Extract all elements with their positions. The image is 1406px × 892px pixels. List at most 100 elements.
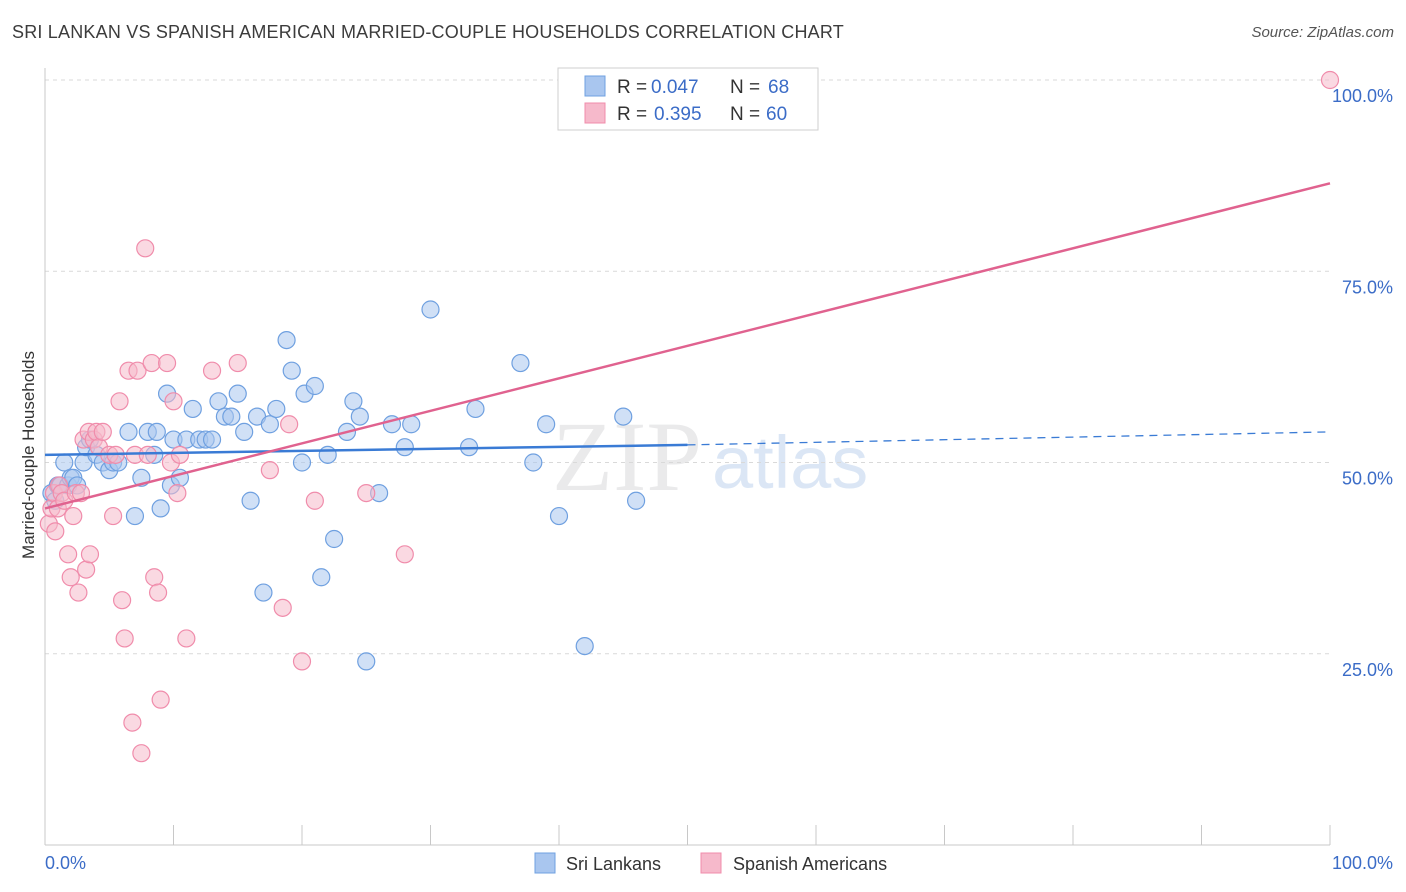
spanish-american-point-41 <box>164 392 183 411</box>
sri-lankan-point-17 <box>119 422 138 441</box>
legend-top-r-value-2: 0.395 <box>654 104 702 125</box>
legend-top-n-label-1: N = <box>730 77 760 98</box>
legend-top-r-label-1: R = <box>617 77 647 98</box>
spanish-american-point-47 <box>260 461 279 480</box>
x-tick-label-1: 100.0% <box>1332 853 1393 873</box>
legend-top-n-value-2: 60 <box>766 104 787 125</box>
spanish-american-point-21 <box>93 422 112 441</box>
spanish-american-point-32 <box>132 744 151 763</box>
sri-lankan-point-44 <box>282 361 301 380</box>
spanish-american-point-17 <box>80 545 100 564</box>
trend-lines <box>44 182 1331 510</box>
spanish-american-point-8 <box>59 545 78 564</box>
sri-lankan-point-59 <box>421 300 440 319</box>
axes <box>44 68 1331 846</box>
y-tick-label-1: 50.0% <box>1342 469 1393 489</box>
sri-lankan-point-45 <box>292 453 312 472</box>
spanish-american-point-27 <box>115 629 134 648</box>
spanish-american-point-10 <box>64 506 83 526</box>
sri-lankan-point-36 <box>228 384 247 403</box>
spanish-american-point-38 <box>151 690 170 709</box>
spanish-american-point-54 <box>1320 70 1340 90</box>
sri-lankan-point-42 <box>267 399 286 419</box>
legend-top-n-label-2: N = <box>730 104 760 125</box>
spanish-american-point-26 <box>112 591 132 610</box>
spanish-american-point-33 <box>136 239 155 258</box>
y-axis-label: Married-couple Households <box>19 351 38 559</box>
legend-bottom-swatch-pink <box>700 852 722 874</box>
spanish-american-point-29 <box>123 713 142 732</box>
sri-lankan-point-43 <box>277 331 296 350</box>
spanish-american-point-50 <box>292 652 312 671</box>
sri-lankan-point-47 <box>305 376 324 396</box>
sri-lankan-point-40 <box>254 583 273 602</box>
sri-lankan-point-57 <box>395 438 414 457</box>
chart-title: SRI LANKAN VS SPANISH AMERICAN MARRIED-C… <box>12 22 844 42</box>
legend-bottom-label-1: Sri Lankans <box>566 854 661 874</box>
sri-lankan-point-37 <box>235 422 254 441</box>
sri-lankan-point-33 <box>209 392 228 411</box>
spanish-american-point-3 <box>46 522 65 541</box>
spanish-american-point-9 <box>61 568 80 587</box>
sri-lankan-point-61 <box>466 399 485 419</box>
sri-lankan-point-65 <box>549 506 569 526</box>
spanish-american-point-52 <box>357 484 376 503</box>
spanish-american-point-45 <box>202 361 222 380</box>
spanish-american-point-35 <box>142 353 161 373</box>
sri-lankan-point-53 <box>350 407 369 426</box>
sri-lankan-point-64 <box>537 415 556 434</box>
spanish-american-point-12 <box>69 583 88 602</box>
sri-lankan-point-4 <box>55 453 74 472</box>
sri-lankan-point-67 <box>614 407 633 426</box>
sri-lankan-point-68 <box>626 491 646 510</box>
trend-line-spanish-americans <box>44 182 1331 510</box>
y-tick-label-2: 75.0% <box>1342 277 1393 297</box>
spanish-american-point-37 <box>148 583 168 602</box>
spanish-american-point-51 <box>305 491 324 510</box>
sri-lankan-point-54 <box>357 652 376 671</box>
spanish-american-point-23 <box>104 506 123 526</box>
legend-top-r-value-1: 0.047 <box>651 77 699 98</box>
sri-lankan-point-49 <box>318 445 337 464</box>
spanish-american-point-34 <box>138 445 157 464</box>
spanish-american-point-48 <box>273 598 292 617</box>
legend-top: R = 0.047 N = 68 R = 0.395 N = 60 <box>557 67 819 131</box>
legend-bottom-label-2: Spanish Americans <box>733 854 887 874</box>
trend-line-sri-lankans <box>44 443 688 457</box>
legend-bottom-swatch-blue <box>534 852 556 874</box>
legend-bottom: Sri Lankans Spanish Americans <box>534 852 887 874</box>
sri-lankan-point-23 <box>151 499 170 518</box>
sri-lankan-point-32 <box>202 430 222 449</box>
y-tick-label-0: 25.0% <box>1342 660 1393 680</box>
spanish-american-point-43 <box>170 445 190 464</box>
legend-top-r-label-2: R = <box>617 104 647 125</box>
sri-lankan-point-50 <box>325 529 344 549</box>
y-tick-label-3: 100.0% <box>1332 86 1393 106</box>
sri-lankan-point-18 <box>125 506 145 526</box>
sri-lankan-point-29 <box>183 399 202 419</box>
spanish-american-point-46 <box>228 353 247 373</box>
legend-top-n-value-1: 68 <box>768 77 789 98</box>
spanish-american-point-42 <box>168 484 187 503</box>
sri-lankan-point-66 <box>575 636 594 656</box>
sri-lankan-point-41 <box>260 415 279 434</box>
spanish-american-point-44 <box>177 629 196 648</box>
x-tick-label-0: 0.0% <box>45 853 86 873</box>
spanish-american-point-31 <box>128 361 147 380</box>
legend-top-swatch-pink <box>584 102 606 124</box>
spanish-american-point-49 <box>280 415 299 434</box>
spanish-american-point-53 <box>395 545 414 564</box>
spanish-american-point-25 <box>110 392 129 411</box>
spanish-american-point-36 <box>145 568 164 587</box>
sri-lankan-point-48 <box>312 568 331 587</box>
sri-lankan-point-35 <box>222 407 241 426</box>
spanish-american-point-39 <box>157 353 177 373</box>
sri-lankan-point-63 <box>524 453 543 472</box>
tick-labels: 25.0% 50.0% 75.0% 100.0% 0.0% 100.0% <box>45 86 1393 873</box>
spanish-american-point-15 <box>77 560 96 579</box>
source-label: Source: ZipAtlas.com <box>1251 24 1394 41</box>
legend-top-swatch-blue <box>584 75 606 97</box>
sri-lankan-point-22 <box>147 422 166 441</box>
sri-lankan-point-38 <box>241 491 260 510</box>
